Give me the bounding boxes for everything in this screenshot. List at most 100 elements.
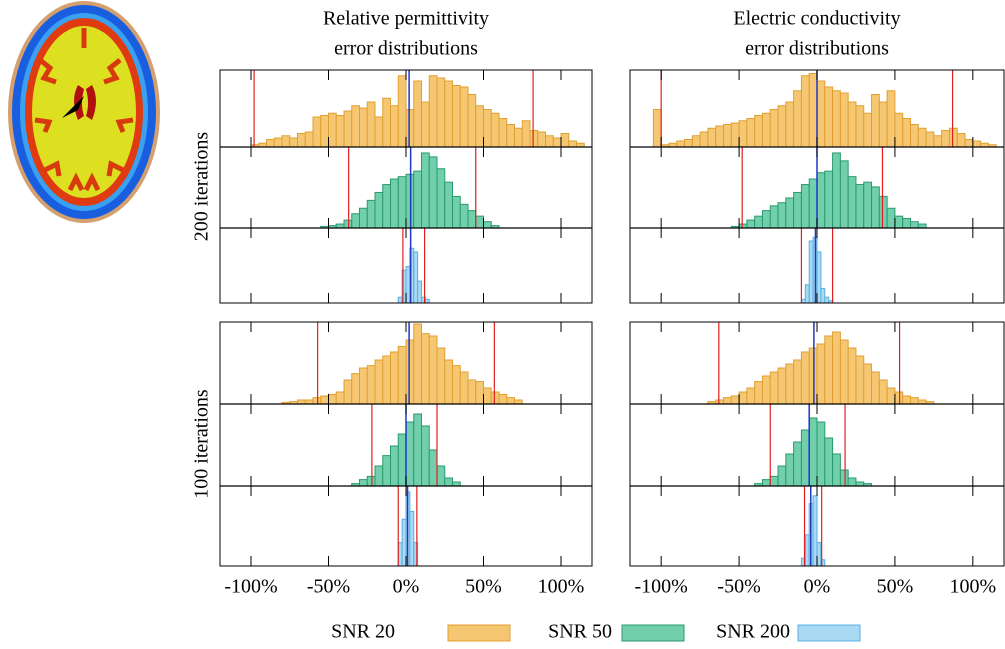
bar: [413, 251, 419, 304]
bar: [925, 131, 935, 148]
bar: [444, 359, 453, 405]
bar: [847, 477, 857, 487]
bar: [506, 397, 515, 405]
bar: [351, 373, 360, 405]
bar: [855, 184, 865, 229]
x-tick-label: -100%: [635, 576, 688, 598]
bar: [417, 280, 422, 304]
bar: [886, 90, 896, 148]
bar: [761, 479, 771, 487]
bar: [785, 363, 795, 405]
bar: [436, 465, 446, 487]
bar: [723, 397, 732, 405]
bar: [405, 109, 415, 148]
bar: [413, 80, 422, 148]
bar: [652, 109, 662, 148]
bar: [421, 425, 430, 487]
bar: [467, 94, 477, 148]
bar: [452, 195, 461, 229]
x-tick-label: 0%: [804, 576, 831, 598]
bar: [467, 379, 477, 405]
bar: [459, 203, 469, 229]
panel-frame: [629, 69, 1005, 304]
bar: [390, 105, 399, 148]
bar: [382, 355, 391, 405]
bar: [832, 152, 841, 229]
bar: [490, 112, 500, 148]
bar: [761, 375, 771, 405]
bar: [421, 333, 430, 405]
bar: [297, 133, 306, 148]
bar: [359, 367, 368, 405]
bar: [413, 170, 422, 229]
bar: [894, 215, 904, 229]
bar: [475, 381, 484, 405]
bar: [483, 387, 492, 405]
bar: [382, 97, 391, 148]
bar: [820, 287, 826, 304]
bar: [917, 127, 927, 148]
bar: [397, 345, 407, 405]
bar: [374, 465, 384, 487]
bar: [746, 387, 756, 405]
bar: [886, 387, 896, 405]
bar: [863, 363, 873, 405]
legend-label: SNR 200: [716, 621, 790, 643]
bar: [863, 112, 873, 148]
bar: [545, 135, 554, 148]
bar: [444, 181, 453, 229]
bar: [902, 395, 911, 405]
bar: [723, 124, 732, 148]
bar: [359, 107, 368, 148]
bar: [467, 210, 477, 229]
bar: [878, 101, 888, 148]
bar: [832, 331, 841, 405]
bar: [777, 465, 787, 487]
bar: [328, 393, 337, 405]
bar: [397, 296, 403, 304]
bar: [366, 365, 376, 405]
bar: [769, 475, 779, 487]
bar: [832, 453, 841, 487]
bar: [948, 127, 958, 148]
bar: [894, 112, 904, 148]
bar: [847, 176, 857, 229]
bar: [956, 133, 966, 148]
legend-label: SNR 50: [548, 621, 612, 643]
panel-frame: [219, 69, 593, 304]
bar: [452, 85, 461, 148]
legend-swatch: [621, 624, 685, 642]
bar: [808, 73, 818, 148]
x-tick-label: 50%: [465, 576, 502, 598]
chart-title: error distributions: [334, 38, 478, 60]
bar: [847, 101, 857, 148]
bar: [304, 131, 314, 148]
bar: [730, 395, 740, 405]
bar: [793, 191, 802, 229]
bar: [800, 429, 810, 487]
bar: [785, 197, 795, 229]
bar: [730, 122, 740, 148]
bar: [490, 391, 500, 405]
bar: [459, 86, 469, 148]
bar: [506, 124, 515, 148]
bar: [436, 77, 446, 148]
bar: [812, 495, 818, 567]
bar: [428, 75, 438, 148]
bar: [401, 518, 407, 567]
bar: [328, 112, 337, 148]
bar: [824, 86, 834, 148]
bar: [436, 168, 446, 229]
bar: [804, 284, 810, 304]
x-tick-label: 0%: [393, 576, 420, 598]
bar: [413, 413, 422, 487]
bar: [390, 351, 399, 405]
bar: [808, 417, 818, 487]
bar: [824, 296, 830, 304]
bar: [902, 218, 911, 229]
bar: [266, 139, 275, 148]
bar: [871, 94, 880, 148]
bar: [444, 477, 453, 487]
bar: [933, 135, 943, 148]
bar: [359, 207, 368, 229]
